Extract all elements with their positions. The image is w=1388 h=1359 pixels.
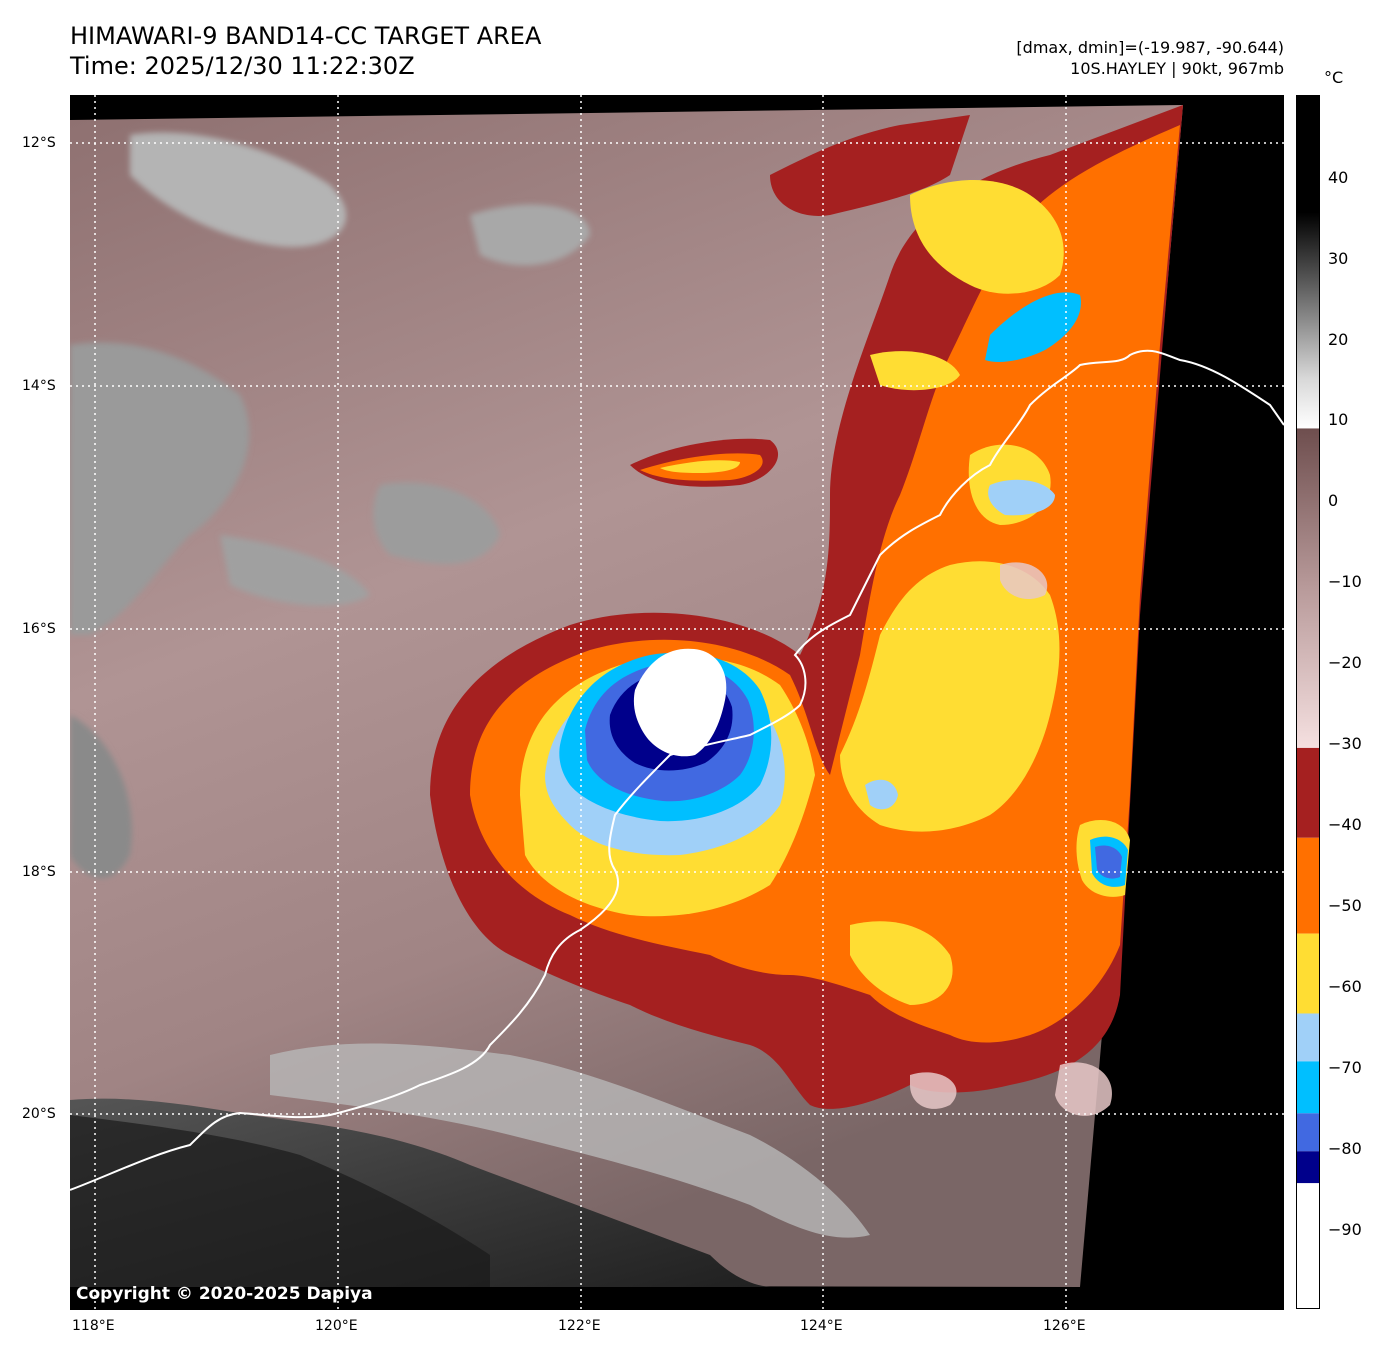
colorbar-tick: 30 [1328,249,1349,268]
colorbar-tick: 0 [1328,491,1339,510]
colorbar-tick: 40 [1328,168,1349,187]
colorbar [1296,95,1320,1309]
coastline [70,349,1284,1191]
cold-cloud-tops [430,105,1183,1109]
colorbar-tick: −30 [1328,734,1362,753]
colorbar-tick: 20 [1328,330,1349,349]
copyright-notice: Copyright © 2020-2025 Dapiya [76,1284,373,1304]
colorbar-tick: 10 [1328,410,1349,429]
lat-label-16s: 16°S [22,621,56,637]
chart-timestamp: Time: 2025/12/30 11:22:30Z [70,52,415,80]
lon-label-124e: 124°E [800,1318,843,1334]
clear-sky-gray [70,132,590,879]
grid-lines [70,95,1284,1310]
colorbar-tick: −70 [1328,1058,1362,1077]
temperature-range: [dmax, dmin]=(-19.987, -90.644) [1016,38,1284,57]
lon-label-118e: 118°E [72,1318,115,1334]
storm-info: 10S.HAYLEY | 90kt, 967mb [1070,59,1284,78]
lon-label-120e: 120°E [315,1318,358,1334]
lat-label-12s: 12°S [22,135,56,151]
colorbar-unit: °C [1324,68,1344,87]
warm-cloud-patches [910,562,1112,1116]
chart-title: HIMAWARI-9 BAND14-CC TARGET AREA [70,22,542,50]
lon-label-122e: 122°E [558,1318,601,1334]
colorbar-tick: −50 [1328,896,1362,915]
lat-label-14s: 14°S [22,378,56,394]
lon-label-126e: 126°E [1043,1318,1086,1334]
colorbar-tick: −20 [1328,653,1362,672]
coldest-core [633,648,727,757]
colorbar-tick: −80 [1328,1139,1362,1158]
colorbar-tick: −90 [1328,1220,1362,1239]
lat-label-20s: 20°S [22,1106,56,1122]
lat-label-18s: 18°S [22,864,56,880]
colorbar-tick: −60 [1328,977,1362,996]
satellite-map [70,95,1284,1310]
colorbar-tick: −10 [1328,572,1362,591]
colorbar-tick: −40 [1328,815,1362,834]
